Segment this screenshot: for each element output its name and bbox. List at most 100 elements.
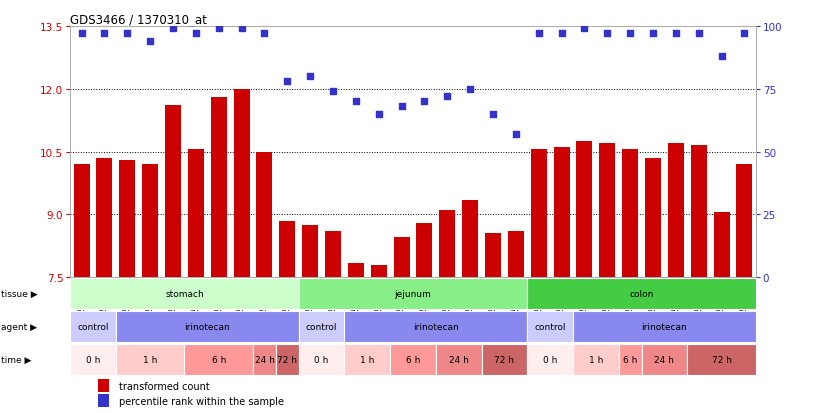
- Bar: [211, 98, 227, 278]
- Text: 1 h: 1 h: [589, 355, 603, 364]
- Text: control: control: [534, 322, 566, 331]
- Bar: [97, 394, 108, 407]
- Point: [647, 31, 660, 38]
- Bar: [348, 263, 364, 278]
- Text: control: control: [78, 322, 109, 331]
- Bar: [70, 311, 116, 342]
- Bar: [527, 344, 573, 375]
- Bar: [527, 311, 573, 342]
- Bar: [299, 344, 344, 375]
- Text: agent ▶: agent ▶: [1, 322, 37, 331]
- Point: [258, 31, 271, 38]
- Point: [463, 86, 477, 93]
- Point: [395, 104, 408, 110]
- Text: 6 h: 6 h: [406, 355, 420, 364]
- Bar: [344, 311, 527, 342]
- Text: 72 h: 72 h: [711, 355, 732, 364]
- Text: 72 h: 72 h: [495, 355, 515, 364]
- Text: 24 h: 24 h: [449, 355, 468, 364]
- Bar: [642, 344, 687, 375]
- Point: [532, 31, 545, 38]
- Bar: [573, 344, 619, 375]
- Bar: [390, 344, 436, 375]
- Point: [624, 31, 637, 38]
- Text: 72 h: 72 h: [278, 355, 297, 364]
- Bar: [119, 161, 135, 278]
- Bar: [299, 278, 527, 310]
- Text: 1 h: 1 h: [360, 355, 374, 364]
- Bar: [325, 232, 341, 278]
- Bar: [416, 223, 433, 278]
- Bar: [736, 165, 752, 278]
- Text: irinotecan: irinotecan: [413, 322, 458, 331]
- Point: [235, 26, 249, 33]
- Bar: [667, 144, 684, 278]
- Point: [715, 54, 729, 60]
- Text: 24 h: 24 h: [254, 355, 274, 364]
- Point: [304, 74, 317, 80]
- Bar: [302, 225, 318, 278]
- Text: 6 h: 6 h: [623, 355, 638, 364]
- Bar: [553, 148, 570, 278]
- Bar: [485, 234, 501, 278]
- Bar: [530, 150, 547, 278]
- Bar: [527, 278, 756, 310]
- Bar: [508, 232, 524, 278]
- Bar: [116, 311, 299, 342]
- Bar: [279, 221, 296, 278]
- Point: [121, 31, 134, 38]
- Point: [281, 79, 294, 85]
- Text: control: control: [306, 322, 337, 331]
- Text: colon: colon: [629, 290, 653, 299]
- Point: [167, 26, 180, 33]
- Bar: [70, 278, 299, 310]
- Bar: [234, 90, 249, 278]
- Point: [669, 31, 682, 38]
- Text: irinotecan: irinotecan: [184, 322, 230, 331]
- Text: transformed count: transformed count: [119, 381, 210, 391]
- Bar: [687, 344, 756, 375]
- Point: [418, 99, 431, 105]
- Text: 0 h: 0 h: [543, 355, 558, 364]
- Bar: [344, 344, 390, 375]
- Bar: [97, 379, 108, 392]
- Point: [372, 111, 385, 118]
- Bar: [714, 213, 729, 278]
- Text: irinotecan: irinotecan: [642, 322, 687, 331]
- Text: GDS3466 / 1370310_at: GDS3466 / 1370310_at: [70, 13, 207, 26]
- Bar: [142, 165, 159, 278]
- Point: [326, 89, 339, 95]
- Bar: [74, 165, 90, 278]
- Text: tissue ▶: tissue ▶: [1, 290, 37, 299]
- Text: stomach: stomach: [165, 290, 204, 299]
- Text: 24 h: 24 h: [654, 355, 674, 364]
- Point: [144, 38, 157, 45]
- Bar: [482, 344, 527, 375]
- Bar: [619, 344, 642, 375]
- Bar: [599, 144, 615, 278]
- Point: [189, 31, 202, 38]
- Text: 1 h: 1 h: [143, 355, 158, 364]
- Bar: [577, 142, 592, 278]
- Point: [441, 94, 454, 100]
- Bar: [256, 152, 273, 278]
- Bar: [165, 106, 181, 278]
- Bar: [184, 344, 253, 375]
- Text: percentile rank within the sample: percentile rank within the sample: [119, 396, 284, 406]
- Bar: [371, 265, 387, 278]
- Point: [555, 31, 568, 38]
- Bar: [622, 150, 638, 278]
- Bar: [393, 238, 410, 278]
- Point: [487, 111, 500, 118]
- Text: 0 h: 0 h: [86, 355, 100, 364]
- Bar: [70, 344, 116, 375]
- Bar: [462, 200, 478, 278]
- Bar: [436, 344, 482, 375]
- Point: [578, 26, 591, 33]
- Point: [349, 99, 363, 105]
- Point: [601, 31, 614, 38]
- Bar: [188, 150, 204, 278]
- Bar: [645, 159, 661, 278]
- Point: [212, 26, 225, 33]
- Point: [97, 31, 111, 38]
